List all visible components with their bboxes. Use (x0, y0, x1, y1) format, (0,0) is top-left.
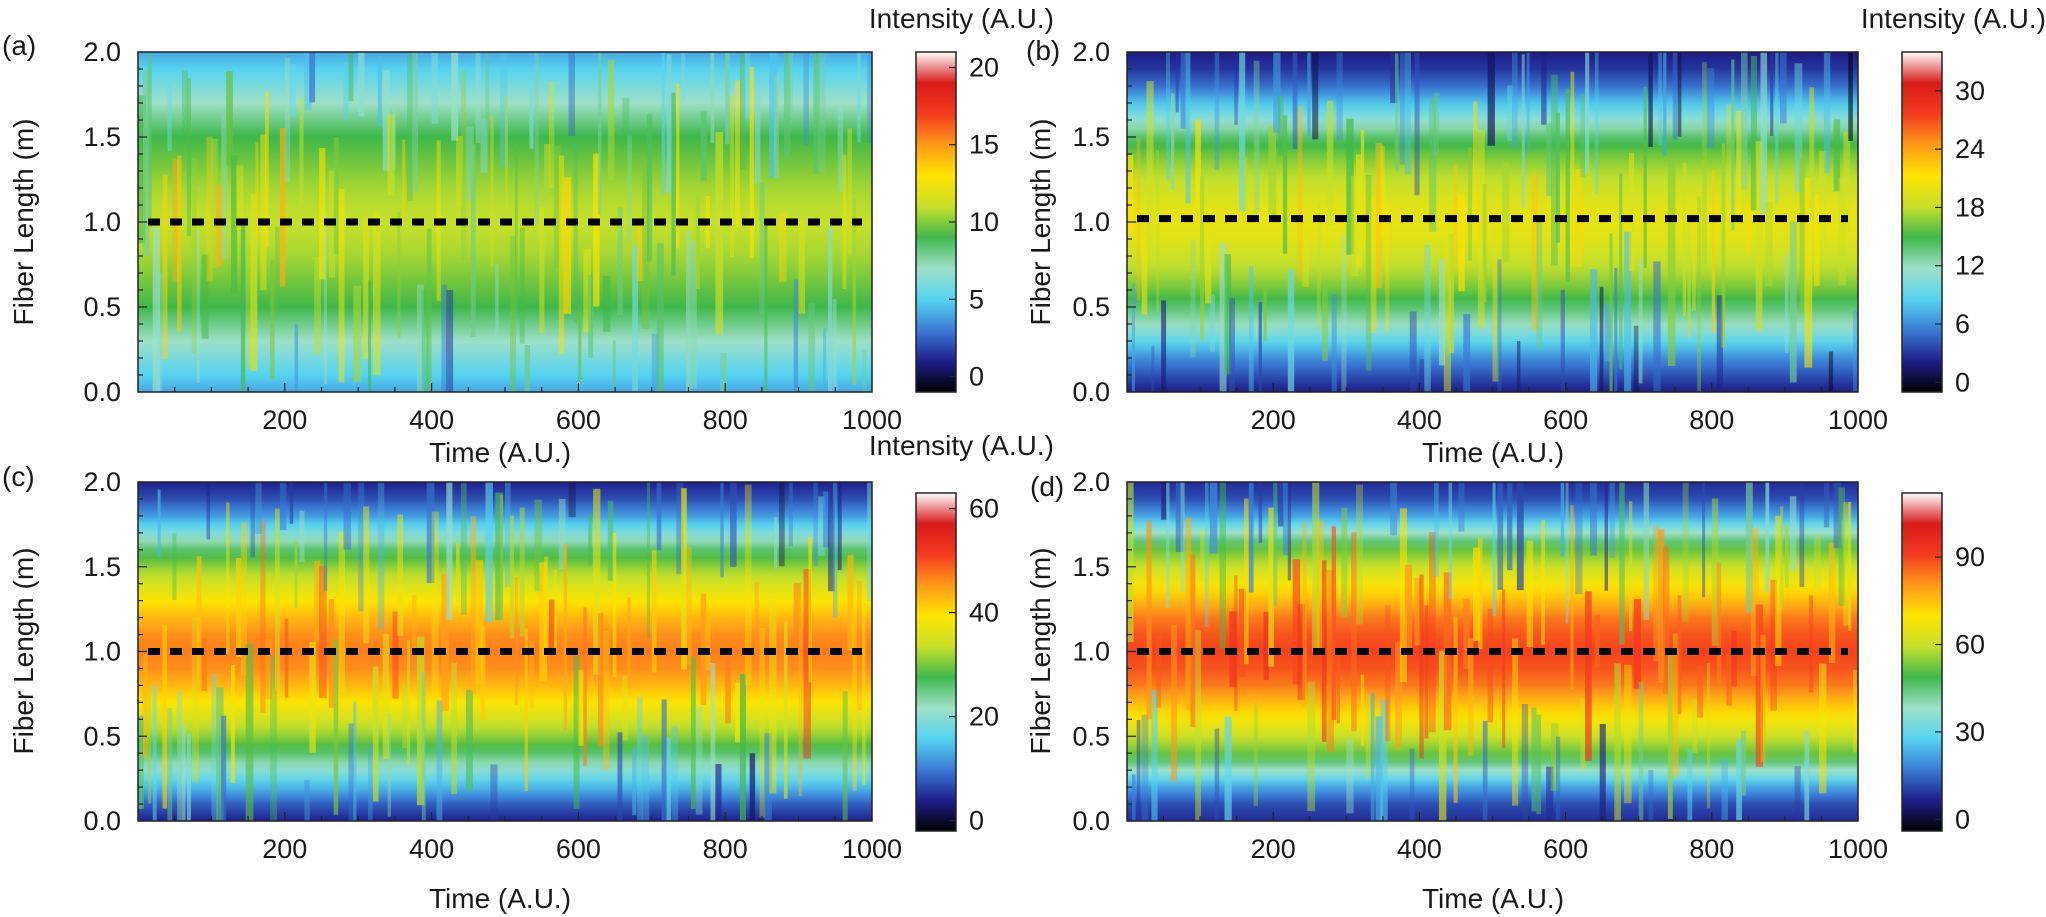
colorbar-tick-label: 30 (1955, 717, 1985, 747)
y-tick-label: 0.0 (83, 806, 121, 836)
y-tick-label: 1.5 (83, 552, 121, 582)
x-axis-title: Time (A.U.) (1422, 437, 1564, 468)
y-tick-label: 1.0 (1072, 637, 1110, 667)
panel-label: (b) (1026, 35, 1060, 66)
x-tick-label: 800 (703, 405, 748, 435)
y-tick-label: 0.5 (1072, 721, 1110, 751)
colorbar-title: Intensity (A.U.) (869, 3, 1054, 34)
x-axis-title: Time (A.U.) (429, 883, 571, 914)
heatmap-fluctuations (138, 482, 872, 821)
x-tick-label: 1000 (842, 405, 902, 435)
x-tick-label: 400 (1397, 405, 1442, 435)
y-tick-label: 0.5 (83, 292, 121, 322)
colorbar-tick-label: 18 (1955, 192, 1985, 222)
x-axis-title: Time (A.U.) (429, 437, 571, 468)
x-tick-label: 200 (262, 834, 307, 864)
y-tick-label: 0.0 (1072, 806, 1110, 836)
heatmap-fluctuations (138, 52, 872, 392)
y-axis-title: Fiber Length (m) (8, 548, 39, 755)
y-tick-label: 2.0 (1072, 37, 1110, 67)
y-tick-label: 1.5 (1072, 552, 1110, 582)
panel-label: (d) (1030, 471, 1064, 502)
x-tick-label: 600 (1543, 834, 1588, 864)
x-tick-label: 800 (703, 834, 748, 864)
panel-label: (c) (2, 461, 35, 492)
colorbar (1901, 51, 1943, 393)
heatmap-fluctuations (1127, 52, 1858, 392)
colorbar-tick-label: 10 (969, 207, 999, 237)
colorbar-tick-label: 0 (1955, 367, 1970, 397)
colorbar-tick-label: 6 (1955, 309, 1970, 339)
y-tick-label: 2.0 (83, 467, 121, 497)
x-tick-label: 1000 (1828, 405, 1888, 435)
y-tick-label: 0.5 (1072, 292, 1110, 322)
panel-label: (a) (2, 30, 36, 61)
y-axis-title: Fiber Length (m) (8, 119, 39, 326)
panel-b: 200 400 600 800 1000 0.0 0.5 1.0 1.5 2.0 Time (A.U… (1025, 3, 2046, 468)
x-tick-label: 1000 (842, 834, 902, 864)
x-tick-label: 600 (556, 405, 601, 435)
y-axis-title: Fiber Length (m) (1025, 119, 1056, 326)
y-axis-title: Fiber Length (m) (1025, 548, 1056, 755)
y-tick-label: 1.5 (83, 122, 121, 152)
colorbar-tick-label: 24 (1955, 134, 1985, 164)
colorbar-tick-label: 40 (969, 598, 999, 628)
colorbar-tick-label: 20 (969, 52, 999, 82)
colorbar-title: Intensity (A.U.) (1861, 3, 2046, 34)
colorbar-tick-label: 20 (969, 702, 999, 732)
x-axis-title: Time (A.U.) (1422, 883, 1564, 914)
y-tick-label: 1.0 (83, 207, 121, 237)
colorbar-tick-label: 90 (1955, 542, 1985, 572)
x-tick-label: 600 (556, 834, 601, 864)
x-tick-label: 600 (1543, 405, 1588, 435)
colorbar-tick-label: 0 (969, 362, 984, 392)
y-tick-label: 0.0 (83, 377, 121, 407)
y-tick-label: 0.0 (1072, 377, 1110, 407)
x-tick-label: 800 (1689, 834, 1734, 864)
heatmap-fluctuations (1127, 482, 1858, 821)
y-tick-label: 1.0 (1072, 207, 1110, 237)
x-tick-label: 200 (1251, 834, 1296, 864)
y-tick-label: 1.0 (83, 637, 121, 667)
x-tick-label: 200 (1251, 405, 1296, 435)
colorbar-tick-label: 5 (969, 284, 984, 314)
colorbar-tick-label: 15 (969, 130, 999, 160)
x-tick-label: 400 (409, 834, 454, 864)
y-tick-label: 2.0 (1072, 467, 1110, 497)
colorbar-tick-label: 60 (1955, 630, 1985, 660)
y-tick-label: 0.5 (83, 721, 121, 751)
colorbar-tick-label: 0 (1955, 804, 1970, 834)
colorbar-tick-label: 12 (1955, 251, 1985, 281)
x-tick-label: 800 (1689, 405, 1734, 435)
colorbar-tick-label: 30 (1955, 76, 1985, 106)
y-tick-label: 2.0 (83, 37, 121, 67)
colorbar-tick-label: 0 (969, 806, 984, 836)
x-tick-label: 400 (409, 405, 454, 435)
colorbar (915, 492, 957, 832)
x-tick-label: 200 (262, 405, 307, 435)
colorbar-tick-label: 60 (969, 494, 999, 524)
x-tick-label: 1000 (1828, 834, 1888, 864)
y-tick-label: 1.5 (1072, 122, 1110, 152)
colorbar-title: Intensity (A.U.) (869, 430, 1054, 461)
x-tick-label: 400 (1397, 834, 1442, 864)
colorbar (1901, 492, 1943, 832)
